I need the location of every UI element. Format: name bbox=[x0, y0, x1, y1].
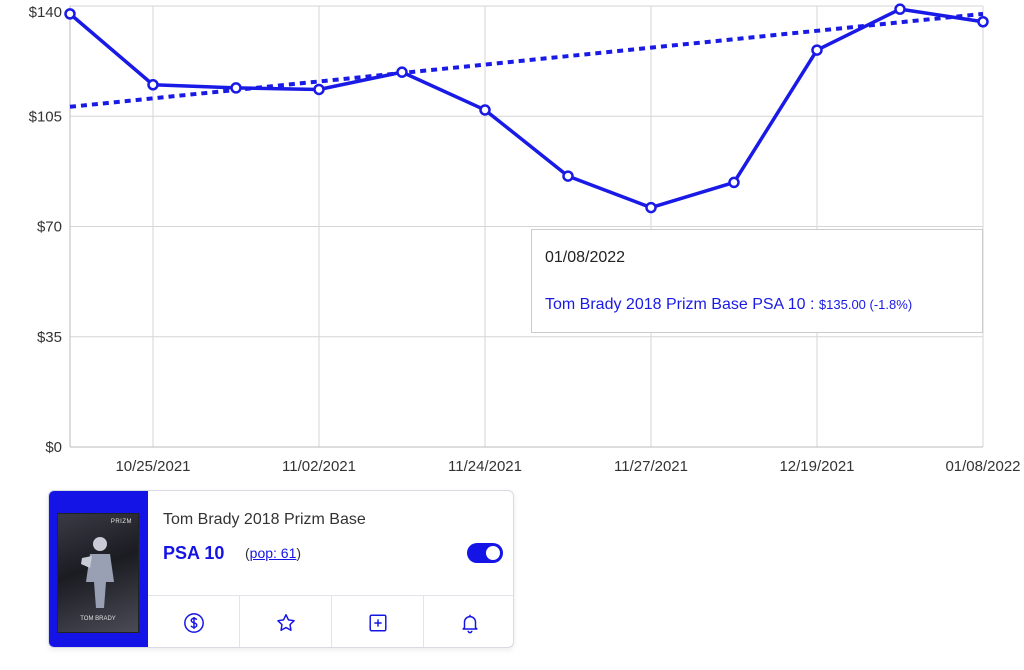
card-thumbnail[interactable]: PRIZM TOM BRADY bbox=[57, 513, 139, 633]
grid-lines bbox=[70, 5, 984, 448]
axes bbox=[69, 6, 983, 448]
pop-open-paren: ( bbox=[245, 545, 250, 561]
population-info: (pop: 61) bbox=[245, 545, 301, 561]
y-axis-labels: $0 $35 $70 $105 $140 bbox=[29, 4, 62, 456]
data-point bbox=[147, 79, 159, 91]
tooltip-series-name: Tom Brady 2018 Prizm Base PSA 10 bbox=[545, 296, 806, 313]
pop-close-paren: ) bbox=[296, 545, 302, 561]
y-tick-label: $35 bbox=[37, 329, 62, 346]
tooltip-separator: : bbox=[805, 296, 819, 313]
chart-tooltip: 01/08/2022 Tom Brady 2018 Prizm Base PSA… bbox=[531, 229, 983, 333]
data-point bbox=[64, 8, 76, 20]
trendline bbox=[69, 11, 984, 109]
y-tick-label: $105 bbox=[29, 108, 62, 125]
data-point bbox=[313, 83, 325, 96]
x-tick-label: 10/25/2021 bbox=[115, 458, 190, 475]
data-point bbox=[811, 44, 823, 56]
y-tick-label: $140 bbox=[29, 4, 62, 21]
data-point bbox=[479, 104, 491, 116]
data-point bbox=[894, 3, 906, 15]
x-tick-label: 11/02/2021 bbox=[282, 458, 356, 475]
tooltip-entry: Tom Brady 2018 Prizm Base PSA 10 : $135.… bbox=[545, 296, 912, 314]
population-link[interactable]: pop: 61 bbox=[249, 545, 297, 561]
data-point bbox=[562, 170, 574, 182]
thumb-brand-logo: PRIZM bbox=[110, 519, 132, 525]
price-chart: $0 $35 $70 $105 $140 10/25/2021 11/02/2021 11/… bbox=[29, 3, 1021, 475]
series-line-group bbox=[68, 7, 984, 210]
thumb-player-name: TOM BRADY bbox=[80, 616, 116, 622]
data-point bbox=[977, 16, 989, 28]
x-tick-label: 01/08/2022 bbox=[945, 458, 1020, 475]
trendline-group bbox=[69, 11, 984, 109]
x-axis-labels: 10/25/2021 11/02/2021 11/24/2021 11/27/2021… bbox=[115, 458, 1020, 475]
toggle-switch[interactable] bbox=[467, 543, 503, 563]
card-summary: PRIZM TOM BRADY Tom Brady 2018 Prizm Bas… bbox=[48, 490, 514, 648]
toggle-knob bbox=[486, 546, 500, 560]
card-title: Tom Brady 2018 Prizm Base bbox=[163, 511, 366, 528]
data-points bbox=[64, 3, 989, 214]
add-button[interactable] bbox=[332, 596, 424, 647]
add-square-icon bbox=[368, 614, 387, 632]
card-grade: PSA 10 bbox=[163, 543, 225, 563]
data-point bbox=[230, 82, 242, 94]
y-tick-label: $70 bbox=[37, 219, 62, 236]
favorite-button[interactable] bbox=[240, 596, 332, 647]
y-tick-label: $0 bbox=[45, 439, 62, 456]
x-tick-label: 12/19/2021 bbox=[779, 458, 854, 475]
tooltip-value: $135.00 (-1.8%) bbox=[818, 297, 913, 312]
player-figure-icon bbox=[81, 537, 114, 608]
tooltip-date: 01/08/2022 bbox=[545, 249, 626, 266]
card-actions bbox=[148, 595, 513, 647]
price-button[interactable] bbox=[148, 596, 240, 647]
x-tick-label: 11/27/2021 bbox=[614, 458, 688, 475]
dollar-icon bbox=[183, 613, 204, 633]
data-point bbox=[645, 201, 657, 214]
bell-icon bbox=[461, 614, 478, 634]
data-point bbox=[728, 176, 740, 189]
series-line bbox=[68, 7, 984, 210]
x-tick-label: 11/24/2021 bbox=[448, 458, 522, 475]
star-icon bbox=[276, 614, 295, 631]
alert-button[interactable] bbox=[424, 596, 513, 647]
data-point bbox=[396, 66, 408, 78]
